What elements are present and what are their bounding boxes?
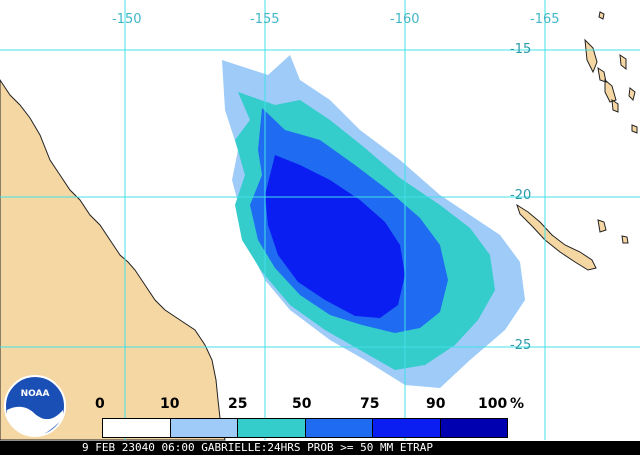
lat-label: -25 xyxy=(510,338,532,353)
legend-tick: 10 xyxy=(160,396,180,412)
island xyxy=(621,235,629,244)
legend-tick: 25 xyxy=(228,396,248,412)
legend-tick: 100 xyxy=(478,396,508,412)
lon-label: -155 xyxy=(250,12,280,27)
legend-swatch xyxy=(440,419,507,437)
legend-swatch xyxy=(103,419,171,437)
legend-swatch xyxy=(170,419,238,437)
legend-tick: 50 xyxy=(292,396,312,412)
lon-label: -160 xyxy=(390,12,420,27)
legend-swatch xyxy=(238,419,306,437)
legend-swatch xyxy=(305,419,373,437)
lon-label: -165 xyxy=(530,12,560,27)
lon-label: -150 xyxy=(112,12,142,27)
new-caledonia xyxy=(516,203,597,271)
legend-ticks: 0 10 25 50 75 90 100 % xyxy=(0,396,560,414)
legend-colorbar xyxy=(102,418,508,438)
legend-tick: 0 xyxy=(95,396,105,412)
island xyxy=(597,219,607,233)
legend-tick: 90 xyxy=(426,396,446,412)
vanuatu-islands xyxy=(584,11,638,134)
svg-text:NOAA: NOAA xyxy=(21,389,50,399)
lat-label: -15 xyxy=(510,42,532,57)
legend-swatch xyxy=(373,419,441,437)
band-75-90 xyxy=(265,155,405,318)
footer-caption: 9 FEB 23040 06:00 GABRIELLE:24HRS PROB >… xyxy=(0,441,640,455)
legend-unit: % xyxy=(510,396,525,412)
lat-label: -20 xyxy=(510,188,532,203)
graticule xyxy=(0,0,640,440)
australia-landmass xyxy=(0,79,226,441)
noaa-logo: NOAA xyxy=(4,375,66,437)
legend-tick: 75 xyxy=(360,396,380,412)
